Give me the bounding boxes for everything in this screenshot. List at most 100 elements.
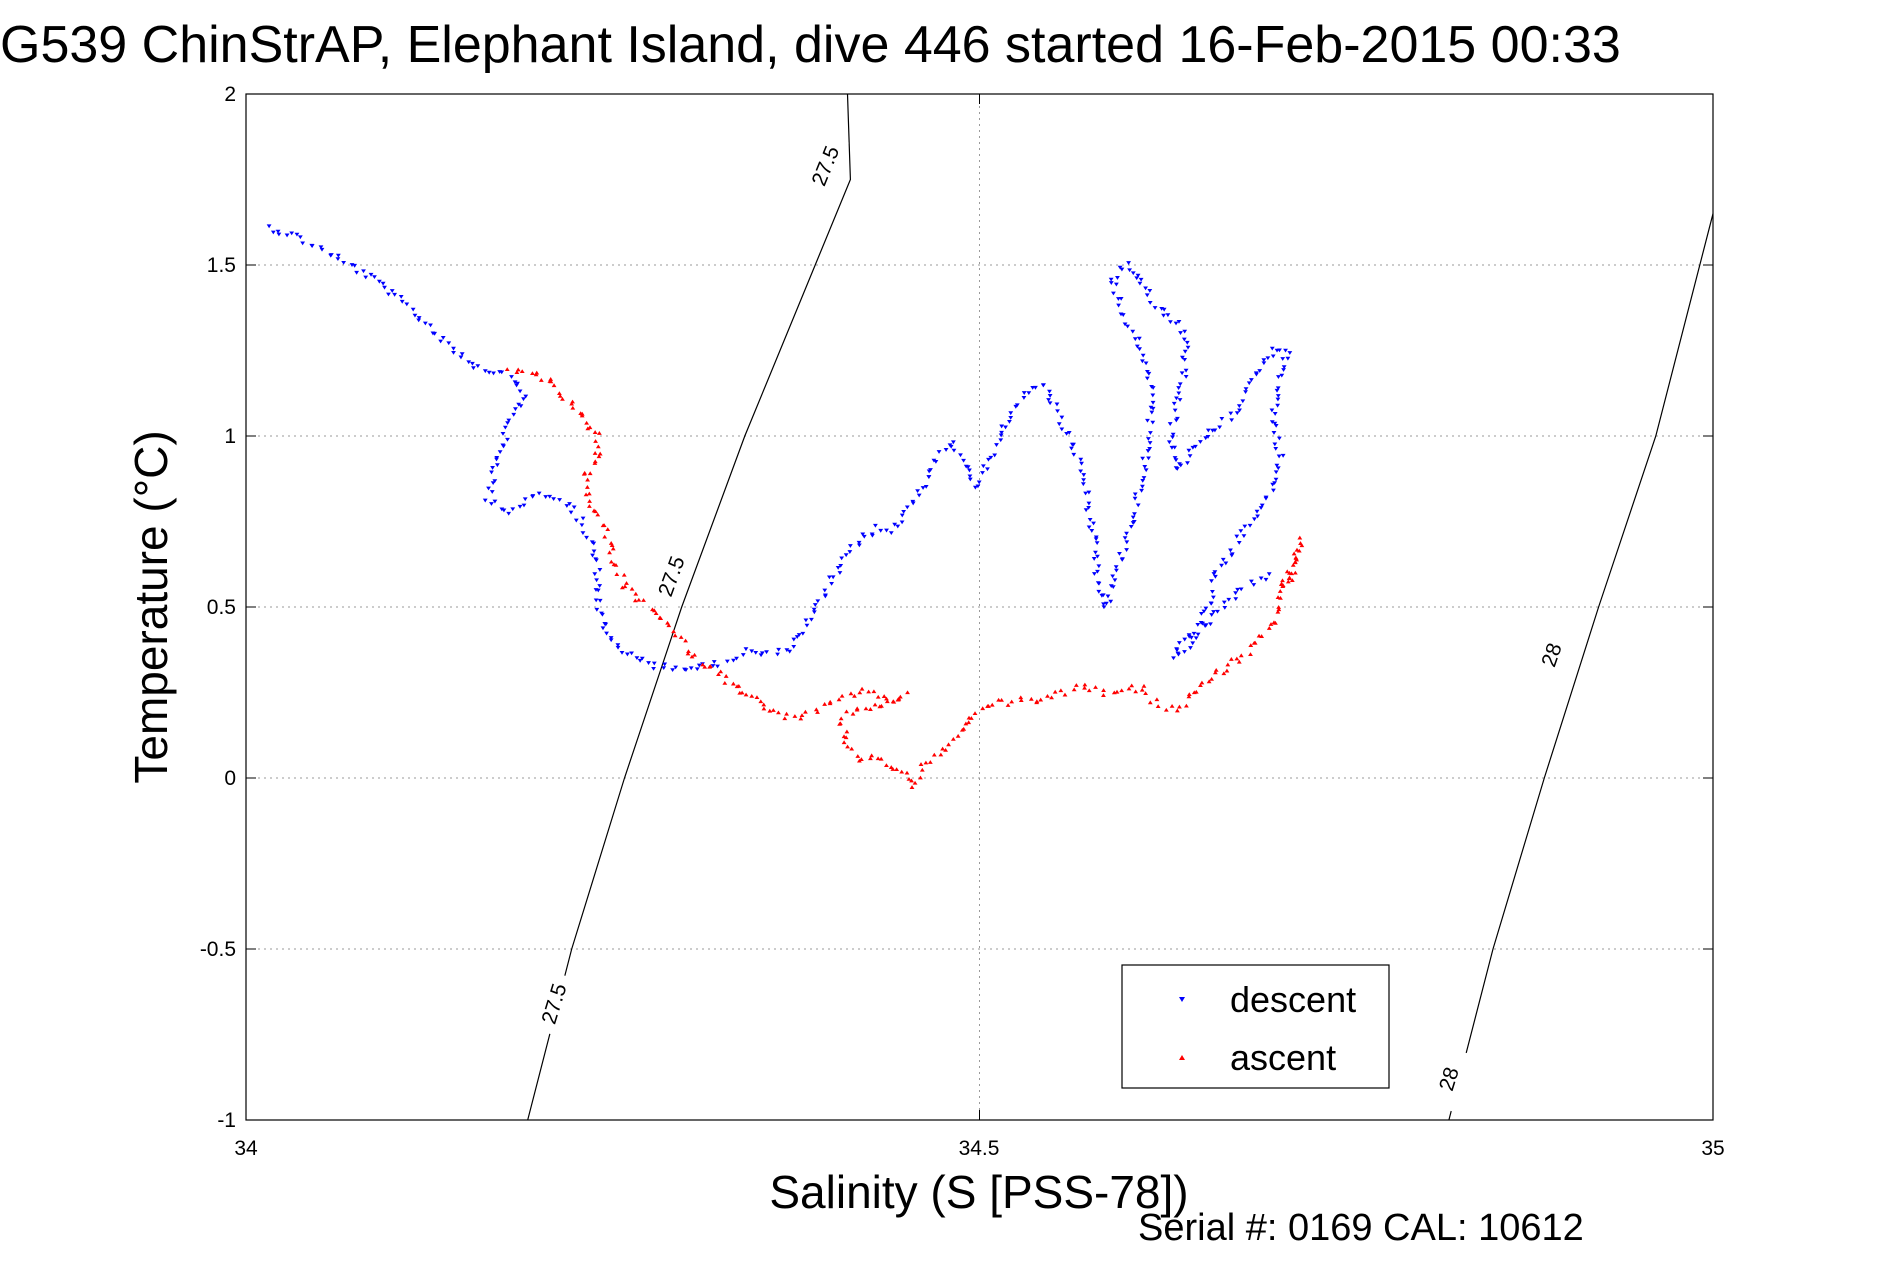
ascent-point (782, 716, 788, 721)
descent-point (557, 498, 562, 502)
ascent-point (827, 701, 833, 706)
descent-point (1112, 578, 1118, 583)
descent-point (597, 584, 603, 588)
descent-point (466, 360, 472, 365)
descent-point (1140, 359, 1145, 364)
ascent-point (1268, 622, 1274, 626)
legend: descent ascent (1121, 964, 1390, 1089)
ascent-point (658, 616, 664, 621)
ascent-point (629, 586, 635, 591)
descent-point (489, 490, 495, 494)
descent-point (471, 366, 476, 371)
descent-point (1172, 408, 1178, 413)
descent-point (368, 272, 374, 277)
descent-point (1144, 293, 1150, 298)
descent-point (600, 612, 605, 617)
descent-point (999, 424, 1005, 429)
descent-point (1095, 554, 1100, 559)
ascent-point (514, 370, 520, 374)
descent-point (501, 444, 507, 449)
descent-point (1182, 349, 1188, 354)
descent-point (958, 453, 963, 458)
descent-point (335, 253, 341, 258)
descent-point (1140, 353, 1146, 358)
ascent-point (1045, 693, 1050, 698)
descent-point (1253, 371, 1259, 376)
descent-point (1064, 431, 1069, 436)
descent-point (1190, 445, 1196, 450)
descent-point (1161, 307, 1167, 312)
ascent-point (619, 585, 625, 590)
descent-point (564, 504, 570, 508)
descent-point (1135, 273, 1141, 278)
descent-point (710, 664, 716, 668)
descent-point (776, 647, 782, 652)
descent-point (994, 443, 999, 447)
ascent-point (1126, 686, 1132, 691)
ascent-point (1278, 596, 1283, 600)
descent-point (1211, 610, 1216, 614)
descent-point (1079, 461, 1084, 466)
ascent-point (943, 747, 948, 752)
ascent-point (689, 654, 695, 659)
ascent-point (570, 405, 576, 410)
ascent-point (584, 420, 590, 425)
descent-point (1147, 288, 1153, 293)
descent-point (341, 260, 347, 265)
descent-point (440, 335, 446, 340)
descent-point (1182, 329, 1188, 334)
descent-point (835, 565, 841, 570)
descent-point (961, 458, 966, 463)
ascent-point (678, 635, 684, 639)
descent-point (967, 474, 973, 479)
descent-point (1182, 357, 1188, 362)
ascent-point (1183, 703, 1189, 708)
ascent-point (905, 690, 910, 695)
descent-point (509, 375, 514, 379)
descent-point (1021, 396, 1027, 400)
x-tick-label: 35 (1701, 1137, 1724, 1160)
descent-point (1161, 313, 1166, 318)
descent-point (380, 281, 386, 286)
ascent-point (875, 694, 881, 699)
descent-point (1234, 534, 1240, 539)
descent-point (1117, 265, 1123, 270)
ascent-point (736, 683, 742, 688)
descent-point (1096, 581, 1102, 586)
descent-point (1203, 606, 1209, 611)
ascent-point (1297, 535, 1303, 540)
ascent-point (1073, 683, 1079, 687)
descent-point (294, 232, 300, 237)
descent-point (980, 471, 985, 475)
ascent-point (884, 699, 890, 704)
ascent-point (1086, 688, 1092, 693)
ascent-point (515, 367, 521, 372)
descent-point (759, 651, 765, 656)
descent-point (986, 457, 991, 462)
ascent-point (548, 377, 554, 381)
descent-point (1087, 517, 1093, 522)
grid-lines (245, 93, 1714, 1121)
descent-point (1093, 550, 1098, 555)
ascent-point (1206, 679, 1212, 684)
density-contour-27-5 (527, 93, 852, 1121)
descent-point (1071, 442, 1076, 447)
ascent-point (909, 785, 915, 789)
descent-point (1188, 646, 1193, 650)
descent-point (822, 588, 828, 593)
descent-point (494, 457, 499, 462)
descent-point (494, 463, 500, 468)
descent-point (904, 505, 910, 510)
ascent-point (624, 581, 629, 585)
descent-point (597, 598, 603, 603)
descent-point (1152, 306, 1158, 310)
descent-point (856, 543, 862, 548)
descent-point (662, 662, 668, 667)
ascent-point (1292, 570, 1298, 575)
ascent-point (585, 485, 590, 489)
descent-point (1021, 391, 1027, 395)
descent-point (398, 294, 404, 299)
descent-point (1275, 466, 1281, 471)
descent-point (608, 636, 614, 640)
ascent-point (587, 425, 593, 430)
